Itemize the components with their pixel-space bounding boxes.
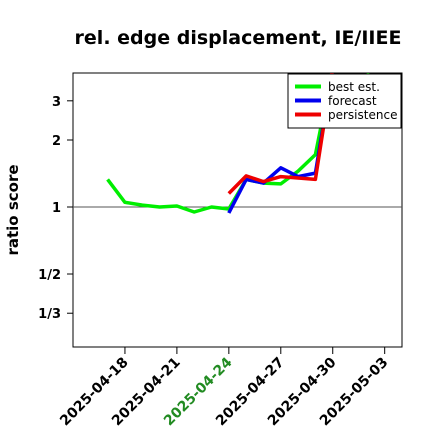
y-axis-label: ratio score [4,164,22,255]
y-tick-label: 2 [52,134,61,149]
y-axis: 1/3 1/2 1 2 3 [38,95,73,322]
x-axis: 2025-04-182025-04-212025-04-242025-04-27… [57,347,392,429]
y-tick-label: 1/2 [38,268,61,283]
chart-title: rel. edge displacement, IE/IIEE [75,27,402,49]
y-tick-label: 1/3 [38,307,61,322]
plot-frame [72,72,403,348]
legend-label: forecast [328,94,377,108]
legend-label: persistence [328,108,397,122]
legend-label: best est. [328,80,380,94]
series-line-persistence [227,73,334,195]
legend-box [287,73,402,129]
y-tick-label: 3 [52,95,61,110]
y-tick-label: 1 [52,201,61,216]
